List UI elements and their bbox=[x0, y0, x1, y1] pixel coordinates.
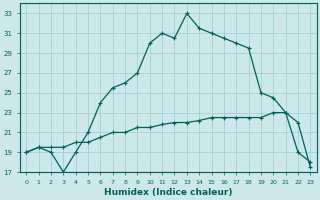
X-axis label: Humidex (Indice chaleur): Humidex (Indice chaleur) bbox=[104, 188, 233, 197]
